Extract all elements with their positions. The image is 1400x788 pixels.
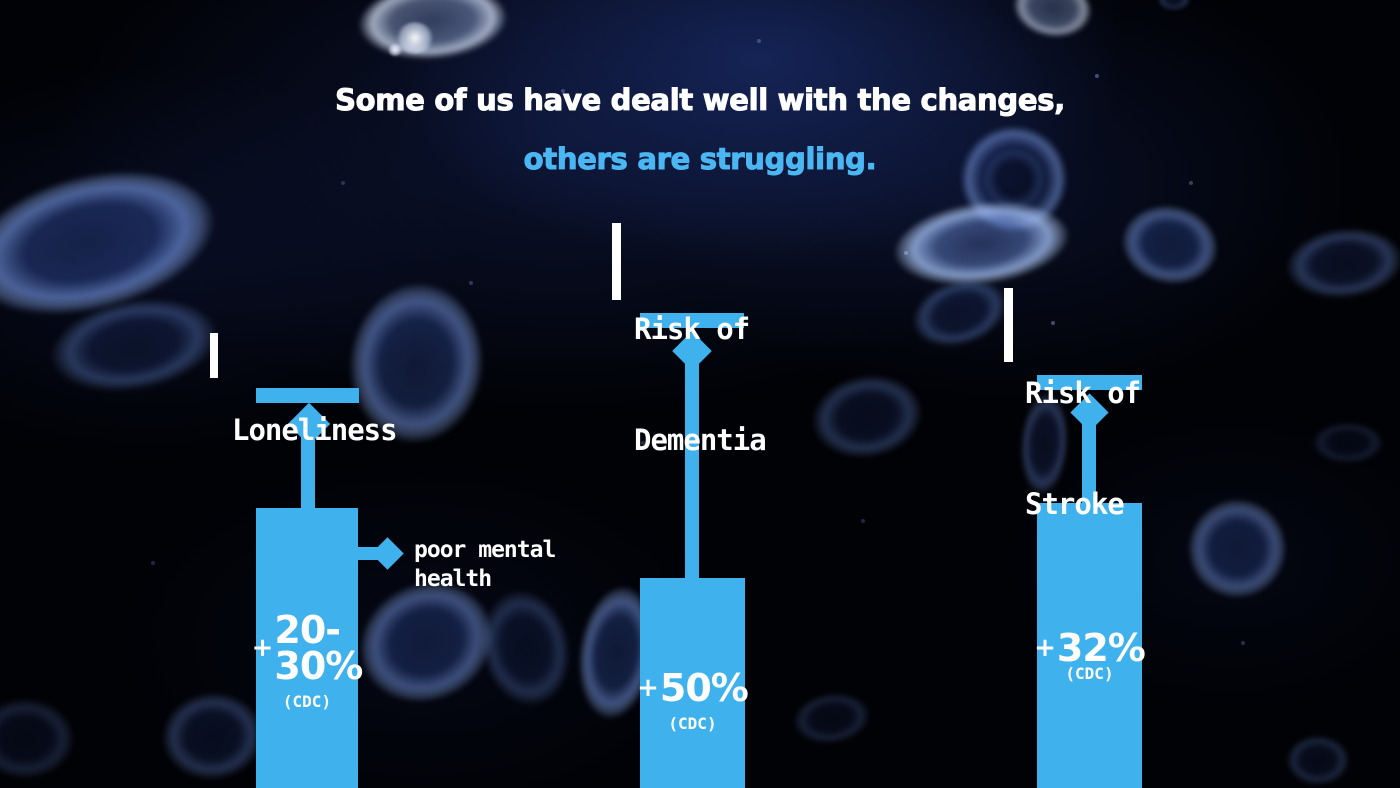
bar-loneliness [256,508,358,788]
plus-sign: + [637,673,659,703]
stat-label-dementia: Risk of Dementia [634,237,767,533]
jellyfish-glow [388,44,402,56]
annotation-line: health [414,566,492,592]
jellyfish [0,698,75,788]
annotation-line: poor mental [414,537,556,563]
value-line: 50% [659,666,749,710]
stat-label-text: Dementia [634,423,767,457]
jellyfish [1282,222,1400,312]
headline-line1: Some of us have dealt well with the chan… [335,83,1066,117]
jellyfish [157,686,269,788]
source-cdc: (CDC) [282,692,332,711]
jellyfish [1158,0,1190,12]
bar-dementia [640,578,745,788]
label-tick [1004,288,1013,362]
target-bar [256,388,359,403]
source-cdc: (CDC) [1065,664,1114,683]
jellyfish [1111,195,1227,303]
annotation-poor-mental-health: poor mental health [414,536,556,594]
value-line: 20- [274,608,341,652]
source-cdc: (CDC) [668,714,717,733]
jellyfish [1006,0,1098,51]
stat-label-text: Loneliness [232,413,398,447]
up-arrow-stem [301,420,315,510]
jellyfish [804,365,932,477]
value-loneliness: + 20- 30% [252,608,364,688]
up-arrow-stem [685,349,699,578]
stat-label-loneliness: Loneliness [232,338,398,523]
value-line: 30% [274,644,363,688]
particle-specks [0,0,2,2]
plus-sign: + [1034,633,1056,663]
stat-label-text: Stroke [1025,487,1125,521]
headline-line2: others are struggling. [523,142,877,176]
stat-label-text: Risk of [634,312,750,346]
jellyfish-glow [396,22,434,54]
value-line: 32% [1056,626,1146,670]
label-tick [210,333,218,378]
jellyfish [1312,422,1384,468]
jellyfish [1173,487,1299,621]
up-arrow-stem [1082,410,1096,503]
bar-stroke [1037,503,1142,788]
label-tick [612,223,621,300]
right-arrow-head-icon [371,537,404,570]
value-stroke: + 32% [1034,626,1146,670]
plus-sign: + [251,633,274,663]
stat-label-text: Risk of [1025,376,1141,410]
jellyfish [1286,735,1350,788]
value-dementia: + 50% [637,666,749,710]
target-bar [1037,375,1142,390]
target-bar [640,313,744,328]
stat-label-stroke: Risk of Stroke [1025,301,1141,597]
jellyfish [789,687,875,755]
